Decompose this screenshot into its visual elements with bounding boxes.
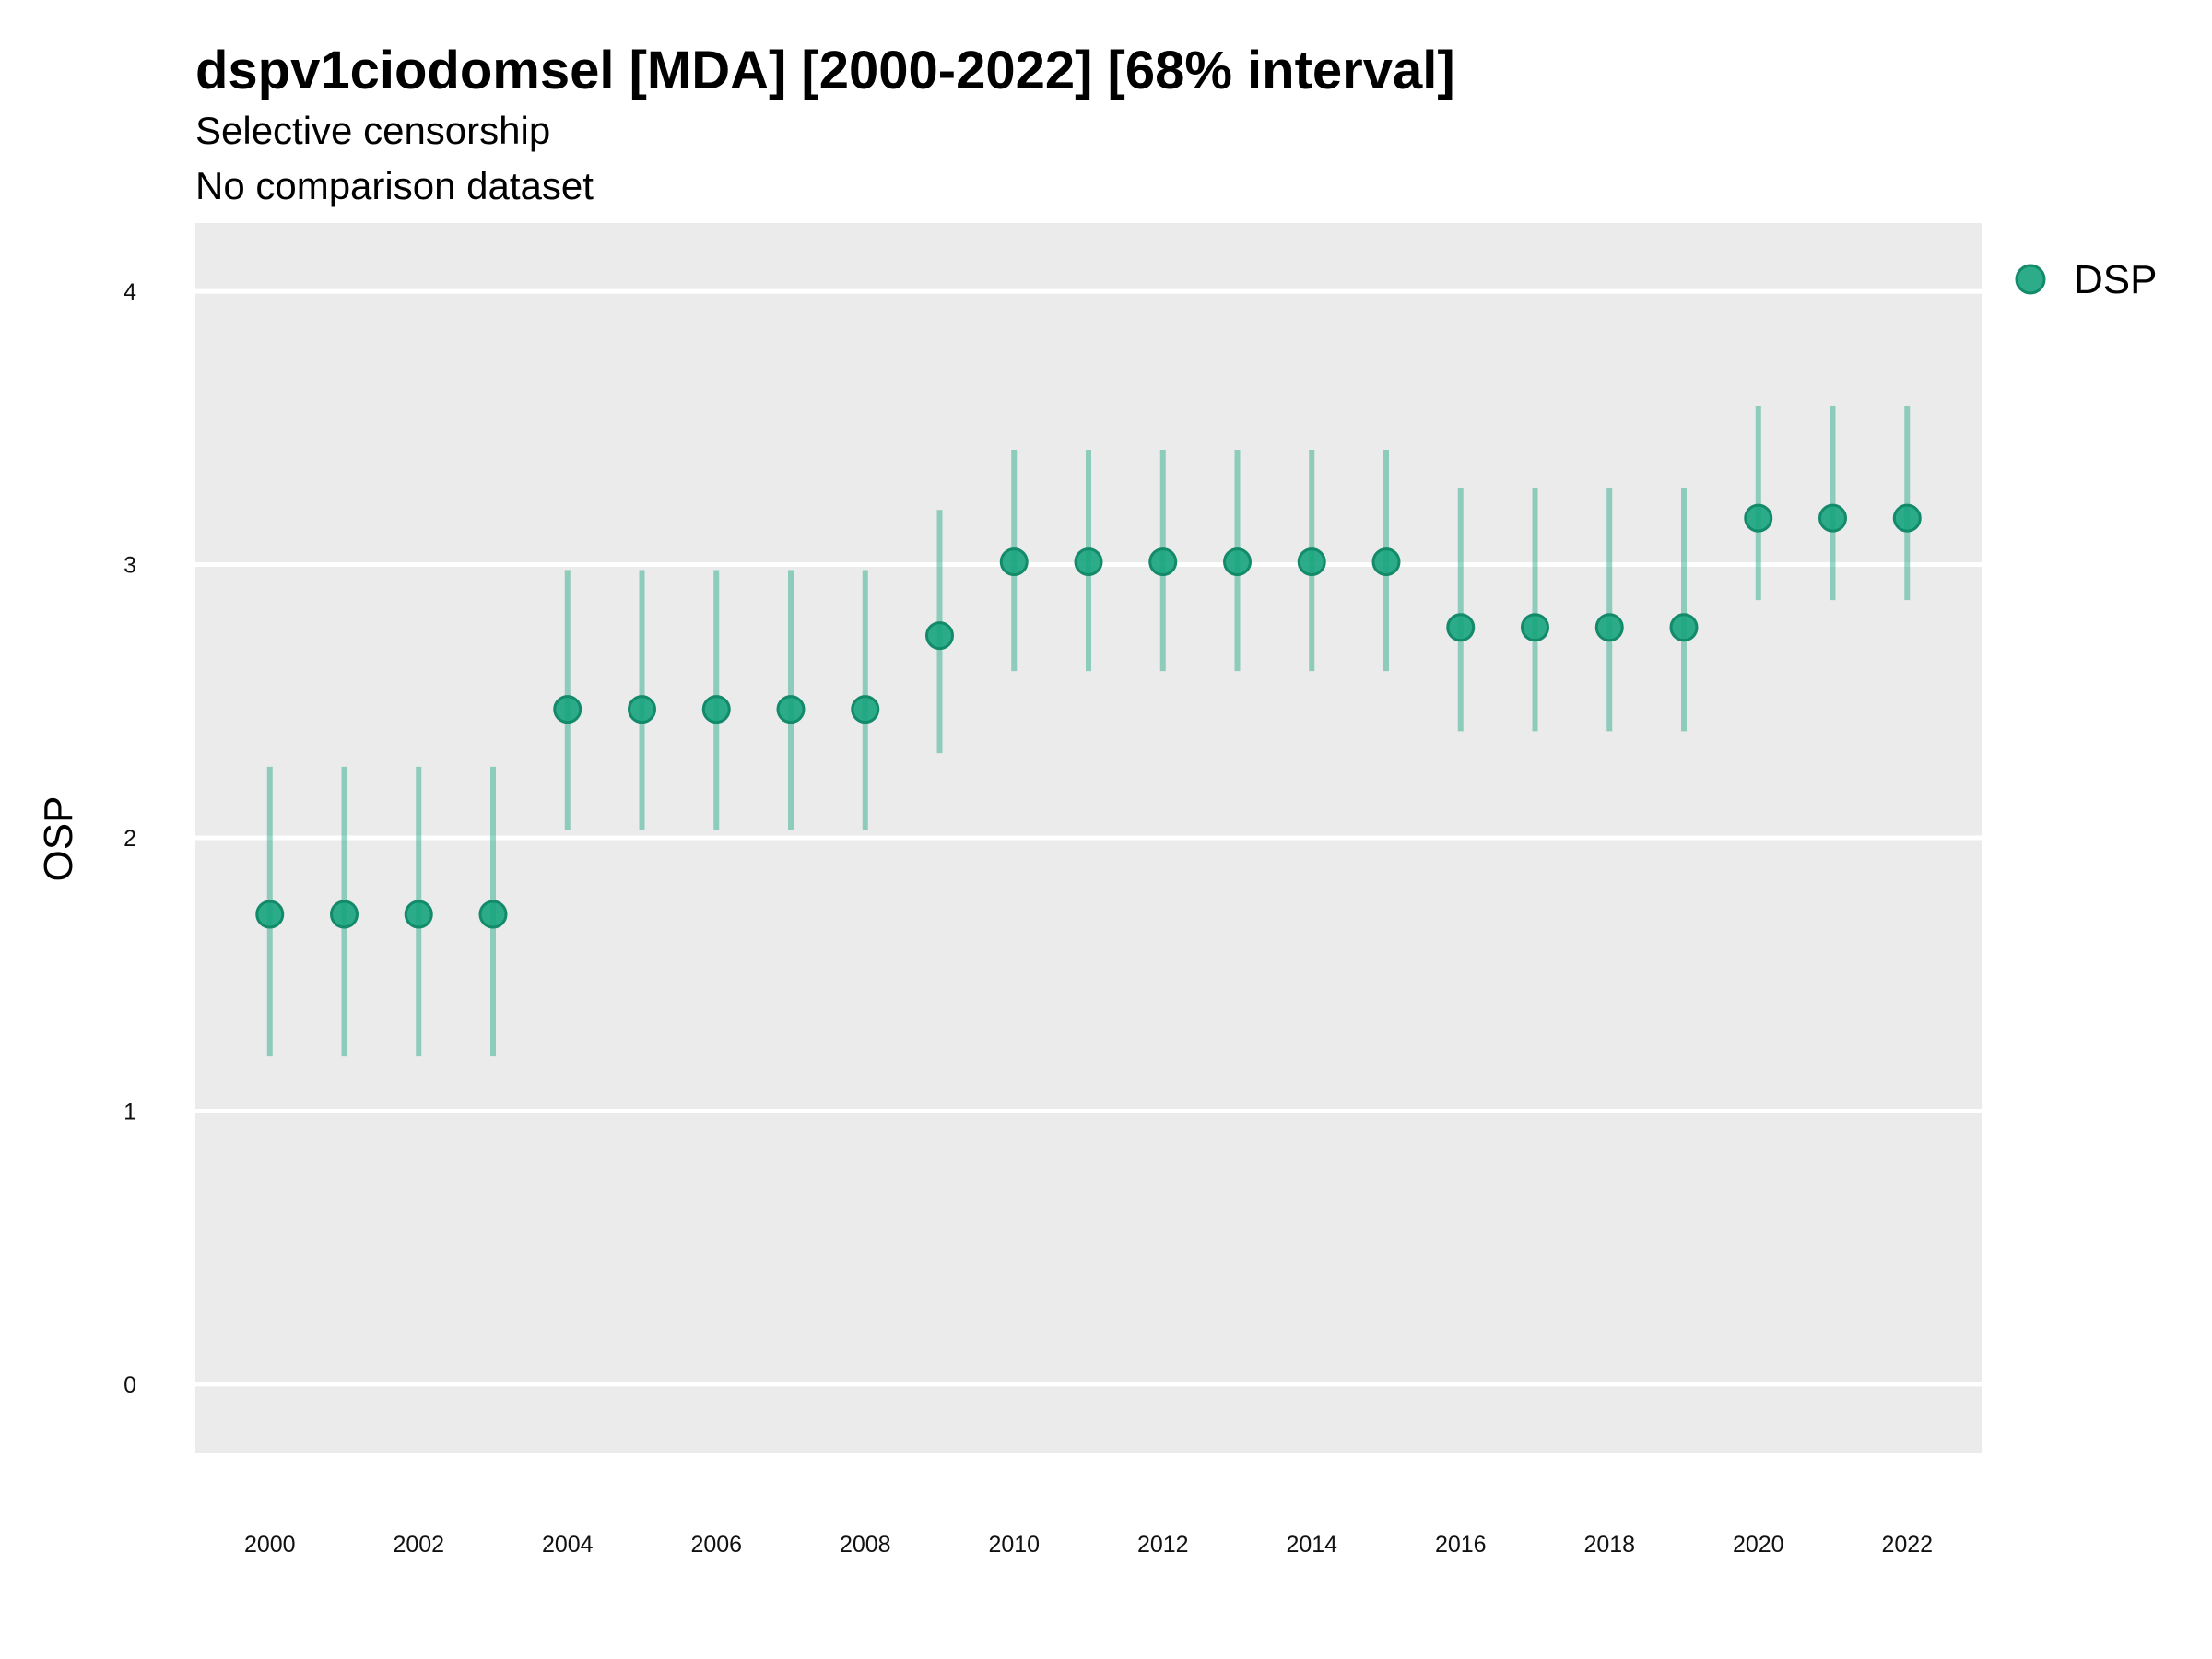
y-tick-label: 0 [124, 1372, 136, 1398]
x-axis-ticks: 2000 2002 2004 2006 2008 2010 2012 2014 2016 2018… [244, 1532, 1933, 1558]
x-tick-label: 2022 [1881, 1532, 1933, 1558]
chart-title: dspv1ciodomsel [MDA] [2000-2022] [68% in… [195, 41, 1455, 100]
data-point [851, 695, 880, 724]
data-point [1669, 613, 1699, 642]
y-axis-ticks: 0 1 2 3 4 [124, 279, 136, 1398]
data-point [553, 695, 582, 724]
data-point [1594, 613, 1624, 642]
data-point [1223, 547, 1252, 577]
x-tick-label: 2000 [244, 1532, 296, 1558]
x-tick-label: 2016 [1435, 1532, 1487, 1558]
data-point [1521, 613, 1549, 642]
data-point [404, 900, 433, 929]
chart-subtitle: Selective censorship [195, 109, 550, 152]
y-tick-label: 2 [124, 826, 136, 852]
data-point [925, 621, 954, 651]
data-point [1074, 547, 1103, 577]
data-points [255, 503, 1922, 929]
data-point [701, 695, 731, 724]
data-point [1446, 613, 1476, 642]
data-point [1371, 547, 1401, 577]
data-point [1297, 547, 1326, 577]
x-tick-label: 2002 [393, 1532, 444, 1558]
legend-label-dsp: DSP [2074, 257, 2157, 302]
x-tick-label: 2020 [1733, 1532, 1784, 1558]
data-point [999, 547, 1029, 577]
chart-subtitle-2: No comparison dataset [195, 164, 594, 207]
data-point [628, 695, 656, 724]
y-axis-label: OSP [36, 796, 81, 882]
x-tick-label: 2004 [542, 1532, 594, 1558]
data-point [478, 900, 508, 929]
x-tick-label: 2014 [1286, 1532, 1337, 1558]
data-point [1818, 503, 1847, 533]
x-tick-label: 2018 [1583, 1532, 1635, 1558]
y-tick-label: 3 [124, 553, 136, 579]
data-point [776, 695, 806, 724]
y-tick-label: 1 [124, 1099, 136, 1124]
x-tick-label: 2008 [840, 1532, 891, 1558]
legend: DSP [2015, 257, 2157, 302]
legend-swatch-dsp [2015, 264, 2046, 295]
data-point [1744, 503, 1773, 533]
y-tick-label: 4 [124, 279, 136, 305]
data-point [330, 900, 359, 929]
data-point [255, 900, 285, 929]
data-point [1892, 503, 1922, 533]
x-tick-label: 2012 [1137, 1532, 1189, 1558]
x-tick-label: 2010 [988, 1532, 1040, 1558]
x-tick-label: 2006 [690, 1532, 742, 1558]
data-point [1148, 547, 1178, 577]
